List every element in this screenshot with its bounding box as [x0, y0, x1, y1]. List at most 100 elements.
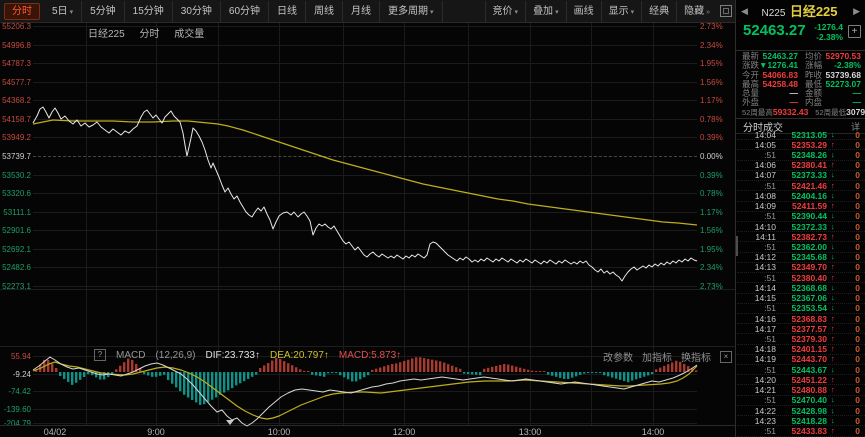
last-price: 52463.27 [743, 22, 806, 39]
trade-row[interactable]: 14:12 52345.68 ↓ 0 [737, 252, 865, 263]
macd-hist-bar [663, 365, 666, 372]
tool-竞价[interactable]: 竞价 ▾ [484, 0, 526, 22]
macd-hist-bar [259, 367, 262, 372]
tab-周线[interactable]: 周线 [306, 0, 344, 22]
macd-hist-bar [423, 358, 426, 372]
trade-time: 14:19 [754, 354, 776, 365]
macd-axis-label: 55.94 [10, 352, 31, 361]
trade-row[interactable]: 14:16 52368.83 ↑ 0 [737, 314, 865, 325]
tab-5分钟[interactable]: 5分钟 [82, 0, 125, 22]
macd-hist-bar [395, 363, 398, 372]
trade-row[interactable]: 14:11 52382.73 ↑ 0 [737, 232, 865, 243]
add-watchlist-button[interactable]: + [848, 25, 861, 38]
help-icon[interactable]: ? [94, 349, 106, 361]
trade-volume: 0 [855, 252, 860, 263]
gridline-h [33, 285, 697, 287]
trade-time: 14:04 [754, 130, 776, 140]
trade-row[interactable]: :51 52362.00 ↓ 0 [737, 242, 865, 253]
up-arrow-icon: ↑ [831, 201, 835, 211]
tab-更多周期[interactable]: 更多周期 ▾ [380, 0, 443, 22]
trade-row[interactable]: 14:08 52404.16 ↓ 0 [737, 190, 865, 202]
macd-hist-bar [291, 365, 294, 372]
tool-叠加[interactable]: 叠加 ▾ [525, 0, 566, 22]
stat-label: 总量 [742, 88, 760, 99]
trade-row[interactable]: :51 52421.46 ↑ 0 [737, 181, 865, 192]
trade-volume: 0 [855, 323, 860, 334]
stat-label: 均价 [805, 51, 823, 61]
stat-label: 52周最低 [815, 107, 847, 117]
trade-price: 52372.33 [791, 221, 827, 232]
trade-volume: 0 [855, 150, 860, 161]
trade-volume: 0 [855, 262, 860, 273]
scrollbar-thumb[interactable] [736, 236, 738, 256]
close-indicator-icon[interactable]: × [720, 350, 732, 363]
tab-30分钟[interactable]: 30分钟 [173, 0, 221, 22]
trade-row[interactable]: 14:18 52401.15 ↑ 0 [737, 344, 865, 355]
tool-显示[interactable]: 显示 ▾ [600, 0, 642, 22]
trade-time: :51 [764, 242, 776, 253]
trade-row[interactable]: 14:23 52418.28 ↓ 0 [737, 416, 865, 427]
trade-row[interactable]: 14:15 52367.06 ↓ 0 [737, 293, 865, 304]
trade-row[interactable]: 14:05 52353.29 ↑ 0 [737, 140, 865, 151]
prev-close-line [33, 156, 697, 157]
prev-symbol-arrow[interactable]: ◀ [741, 5, 748, 16]
trade-row[interactable]: 14:20 52451.22 ↑ 0 [737, 375, 865, 386]
macd-hist-bar [379, 367, 382, 372]
tab-月线[interactable]: 月线 [343, 0, 381, 22]
trade-row[interactable]: :51 52379.30 ↑ 0 [737, 333, 865, 345]
trade-row[interactable]: :51 52433.83 ↑ 0 [737, 426, 865, 437]
gridline-h [33, 248, 697, 250]
macd-action-加指标[interactable]: 加指标 [642, 353, 672, 364]
tab-分时[interactable]: 分时 [4, 2, 40, 20]
gridline-h [33, 44, 697, 46]
trade-volume: 0 [855, 385, 860, 396]
trade-row[interactable]: :51 52353.54 ↓ 0 [737, 303, 865, 314]
trade-time: 14:08 [754, 190, 776, 201]
trade-price: 52362.00 [791, 242, 827, 253]
tab-日线[interactable]: 日线 [269, 0, 307, 22]
trade-row[interactable]: :51 52348.26 ↓ 0 [737, 150, 865, 161]
tab-15分钟[interactable]: 15分钟 [125, 0, 173, 22]
macd-hist-bar [427, 358, 430, 372]
legend-symbol: 日经225 [88, 29, 125, 40]
tool-画线[interactable]: 画线 [565, 0, 601, 22]
trade-row[interactable]: 14:17 52377.57 ↑ 0 [737, 323, 865, 335]
next-symbol-arrow[interactable]: ▶ [853, 5, 860, 16]
timesales-detail-link[interactable]: 详 [850, 122, 860, 133]
trade-price: 52443.67 [791, 364, 827, 375]
trade-row[interactable]: :51 52443.67 ↓ 0 [737, 364, 865, 376]
macd-dif-value: DIF:23.733↑ [205, 349, 260, 361]
trade-time: 14:12 [754, 252, 776, 263]
tool-隐藏[interactable]: 隐藏» [676, 0, 717, 22]
stat-value: 52463.27 [762, 51, 798, 61]
trade-row[interactable]: 14:04 52313.05 ↓ 0 [737, 130, 865, 141]
trade-row[interactable]: 14:09 52411.59 ↑ 0 [737, 201, 865, 212]
fullscreen-icon[interactable] [720, 5, 732, 17]
trade-row[interactable]: 14:14 52368.68 ↓ 0 [737, 283, 865, 294]
trade-row[interactable]: 14:19 52443.70 ↑ 0 [737, 354, 865, 366]
macd-action-改参数[interactable]: 改参数 [603, 353, 633, 364]
time-axis-label: 9:00 [147, 427, 165, 437]
time-axis-label: 14:00 [641, 427, 665, 437]
tool-经典[interactable]: 经典 [641, 0, 676, 22]
trade-price: 52379.30 [791, 333, 827, 344]
up-arrow-icon: ↑ [831, 272, 835, 282]
stat-label: 最新 [742, 51, 760, 61]
trade-row[interactable]: 14:22 52428.98 ↓ 0 [737, 406, 865, 417]
trade-price: 52313.05 [791, 130, 827, 140]
macd-hist-bar [595, 372, 598, 373]
macd-action-换指标[interactable]: 换指标 [681, 353, 711, 364]
trade-row[interactable]: 14:21 52480.88 ↑ 0 [737, 385, 865, 396]
trade-row[interactable]: 14:07 52373.33 ↓ 0 [737, 170, 865, 182]
trade-volume: 0 [855, 190, 860, 201]
macd-hist-bar [511, 365, 514, 372]
trade-row[interactable]: 14:10 52372.33 ↓ 0 [737, 221, 865, 233]
trade-row[interactable]: :51 52380.40 ↑ 0 [737, 272, 865, 284]
tab-5日[interactable]: 5日 ▾ [44, 0, 83, 22]
tab-60分钟[interactable]: 60分钟 [221, 0, 270, 22]
trade-row[interactable]: :51 52470.40 ↓ 0 [737, 395, 865, 406]
trade-row[interactable]: 14:13 52349.70 ↑ 0 [737, 262, 865, 274]
trade-time: 14:13 [754, 262, 776, 273]
trade-row[interactable]: :51 52390.44 ↓ 0 [737, 211, 865, 222]
trade-row[interactable]: 14:06 52380.41 ↑ 0 [737, 160, 865, 171]
